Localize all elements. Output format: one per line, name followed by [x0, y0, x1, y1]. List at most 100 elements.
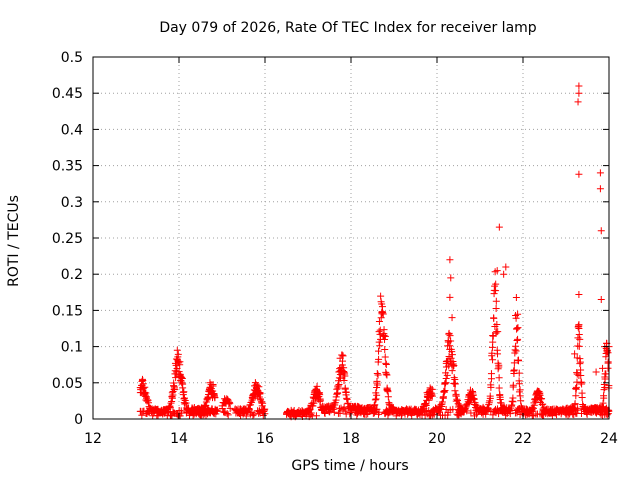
data-point [203, 406, 211, 414]
data-point [448, 367, 456, 375]
data-point [492, 280, 500, 288]
data-point [451, 387, 459, 395]
data-point [380, 326, 388, 334]
data-point [256, 389, 264, 397]
x-axis-label: GPS time / hours [291, 458, 408, 474]
data-point [449, 405, 457, 413]
data-point [169, 391, 177, 399]
data-point [440, 387, 448, 395]
data-point [173, 346, 181, 354]
data-point [381, 353, 389, 361]
data-point [329, 405, 337, 413]
data-point [371, 396, 379, 404]
data-point [513, 337, 521, 345]
data-point [341, 384, 349, 392]
data-point [575, 170, 583, 178]
data-point [382, 370, 390, 378]
data-point [493, 267, 501, 275]
y-axis-label: ROTI / TECUs [6, 195, 22, 287]
data-point [453, 395, 461, 403]
data-point [495, 223, 503, 231]
x-tick-label: 14 [170, 431, 188, 447]
data-point [224, 411, 232, 419]
data-point [508, 397, 516, 405]
data-point [596, 185, 604, 193]
data-point [515, 388, 523, 396]
data-point [487, 370, 495, 378]
data-point [167, 399, 175, 407]
data-point [211, 393, 219, 401]
data-point [374, 371, 382, 379]
data-point [452, 392, 460, 400]
data-point [202, 401, 210, 409]
data-point [330, 408, 338, 416]
data-point [259, 399, 267, 407]
data-point [492, 297, 500, 305]
data-point [447, 274, 455, 282]
data-point [515, 380, 523, 388]
data-point [428, 392, 436, 400]
data-point [307, 409, 315, 417]
data-point [166, 403, 174, 411]
data-point [174, 350, 182, 358]
data-point [601, 407, 609, 415]
data-point [510, 367, 518, 375]
data-point [245, 404, 253, 412]
data-point [512, 314, 520, 322]
data-point [179, 384, 187, 392]
data-point [307, 411, 315, 419]
data-point [454, 397, 462, 405]
data-point [447, 337, 455, 345]
data-point [598, 403, 606, 411]
x-tick-label: 16 [256, 431, 274, 447]
data-point [575, 325, 583, 332]
data-point [378, 303, 386, 311]
data-point [428, 385, 436, 393]
x-tick-label: 22 [514, 431, 532, 447]
data-point [512, 347, 520, 355]
y-tick-label: 0.15 [52, 303, 83, 319]
data-point [225, 400, 233, 408]
data-point [538, 395, 546, 403]
data-point [382, 361, 390, 369]
data-point [312, 412, 320, 420]
data-point [371, 401, 379, 409]
data-point [604, 359, 612, 367]
data-point [494, 328, 502, 336]
data-point [597, 227, 605, 235]
data-point [442, 379, 450, 387]
data-point [492, 304, 500, 312]
data-point [575, 82, 583, 90]
data-point [495, 363, 503, 371]
data-point [213, 406, 221, 414]
data-point [373, 370, 381, 377]
data-point [343, 395, 351, 403]
data-point [577, 378, 585, 386]
data-point [340, 377, 348, 385]
data-point [376, 342, 384, 350]
data-point [333, 389, 341, 397]
data-point [495, 384, 503, 392]
data-point [516, 386, 524, 394]
data-point [342, 388, 350, 396]
data-point [206, 409, 214, 417]
data-point [339, 352, 347, 360]
data-point [333, 390, 341, 398]
data-point [489, 356, 497, 364]
data-point [575, 342, 583, 350]
data-point [488, 352, 496, 360]
data-point [506, 410, 514, 418]
data-point [576, 360, 584, 368]
data-point [226, 404, 234, 412]
data-point [577, 410, 585, 418]
data-point [250, 410, 258, 418]
data-point [599, 399, 607, 407]
data-point [440, 388, 448, 396]
x-tick-label: 20 [428, 431, 446, 447]
data-point [492, 287, 500, 295]
data-point [438, 398, 446, 406]
data-point [336, 409, 344, 417]
y-tick-label: 0.35 [52, 159, 83, 175]
y-tick-label: 0.4 [61, 122, 83, 138]
data-point [381, 345, 389, 353]
